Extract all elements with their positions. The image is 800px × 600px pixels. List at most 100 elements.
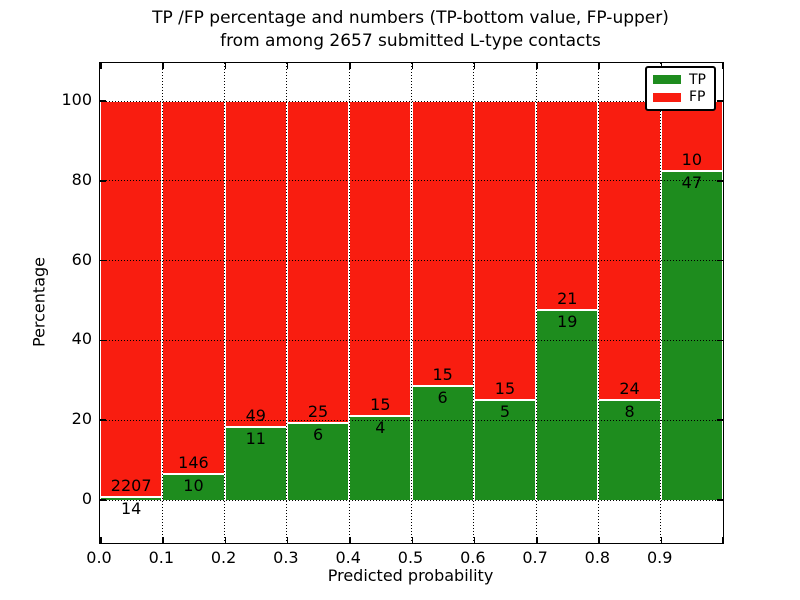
bar-tp-segment bbox=[473, 400, 537, 500]
x-tick-mark bbox=[536, 63, 538, 69]
x-tick-mark bbox=[286, 537, 289, 543]
x-tick-label: 0.9 bbox=[646, 548, 673, 567]
x-tick-mark bbox=[286, 63, 289, 69]
x-gridline bbox=[535, 63, 537, 543]
y-tick-label: 100 bbox=[61, 90, 92, 109]
y-tick-mark bbox=[100, 100, 106, 102]
bar-tp-count-label: 14 bbox=[120, 499, 142, 519]
bar-tp-count-label: 5 bbox=[499, 402, 511, 422]
x-tick-label: 0.8 bbox=[584, 548, 611, 567]
tp-swatch bbox=[653, 75, 681, 85]
x-tick-mark bbox=[411, 63, 413, 69]
bar-fp-count-label: 10 bbox=[681, 149, 703, 169]
bar-fp-count-label: 15 bbox=[432, 365, 453, 384]
x-tick-mark bbox=[411, 537, 413, 543]
legend-item-label: TP bbox=[689, 71, 706, 88]
bar-tp-segment bbox=[162, 474, 225, 500]
chart-title: TP /FP percentage and numbers (TP-bottom… bbox=[0, 7, 800, 53]
bar-tp-count-label: 8 bbox=[624, 402, 635, 422]
legend: TP FP bbox=[645, 66, 716, 111]
y-tick-mark bbox=[717, 499, 723, 501]
x-gridline bbox=[411, 63, 412, 543]
y-gridline bbox=[100, 100, 723, 102]
y-tick-mark bbox=[100, 339, 106, 342]
bar-fp-segment bbox=[598, 101, 661, 401]
bar-tp-segment bbox=[536, 310, 599, 500]
x-tick-label: 0.1 bbox=[148, 548, 175, 567]
bar-tp-segment bbox=[598, 400, 661, 500]
y-tick-mark bbox=[717, 180, 723, 182]
bar-fp-count-label: 21 bbox=[557, 289, 578, 309]
y-gridline bbox=[100, 339, 723, 341]
bar-tp-count-label: 11 bbox=[245, 428, 266, 448]
x-tick-mark bbox=[598, 537, 600, 543]
bar-tp-count-label: 6 bbox=[437, 388, 448, 407]
plot-area: 2207 14 146 10 49 11 25 6 15 4 15 6 15 5 21 19 24 8 10 47 bbox=[99, 62, 724, 544]
bar-fp-segment bbox=[349, 101, 412, 416]
y-tick-mark bbox=[100, 419, 106, 421]
y-tick-mark bbox=[100, 499, 106, 501]
y-tick-label: 20 bbox=[71, 409, 92, 429]
x-gridline bbox=[348, 63, 350, 543]
bar-fp-count-label: 15 bbox=[494, 379, 516, 399]
bar-fp-segment bbox=[100, 101, 163, 498]
y-gridline bbox=[100, 499, 723, 501]
y-tick-label: 40 bbox=[71, 329, 92, 349]
chart-title-line1: TP /FP percentage and numbers (TP-bottom… bbox=[152, 8, 669, 28]
y-tick-label: 0 bbox=[81, 489, 92, 508]
x-tick-mark bbox=[473, 537, 476, 543]
bar-fp-segment bbox=[286, 101, 350, 423]
x-tick-label: 0.0 bbox=[86, 548, 112, 567]
x-gridline bbox=[286, 63, 288, 543]
x-tick-mark bbox=[224, 63, 227, 69]
bar-tp-count-label: 19 bbox=[557, 312, 578, 332]
bar-fp-segment bbox=[660, 101, 723, 171]
bar-fp-segment bbox=[224, 101, 287, 427]
x-tick-label: 0.4 bbox=[335, 548, 361, 567]
x-tick-label: 0.3 bbox=[273, 548, 299, 567]
bar-fp-count-label: 25 bbox=[307, 401, 329, 421]
y-gridline bbox=[100, 419, 723, 421]
bar-fp-segment bbox=[411, 101, 474, 386]
x-tick-mark bbox=[162, 63, 164, 69]
x-gridline bbox=[224, 63, 226, 543]
x-tick-mark bbox=[721, 537, 723, 543]
bar-fp-segment bbox=[536, 101, 599, 311]
y-tick-mark bbox=[100, 259, 106, 262]
x-tick-mark bbox=[721, 63, 723, 69]
bar-fp-count-label: 2207 bbox=[110, 476, 152, 496]
x-tick-label: 0.5 bbox=[397, 548, 424, 567]
x-tick-mark bbox=[100, 63, 102, 69]
x-tick-mark bbox=[349, 63, 351, 69]
x-axis-label: Predicted probability bbox=[327, 566, 494, 585]
x-tick-mark bbox=[473, 63, 476, 69]
y-tick-label: 60 bbox=[71, 249, 92, 269]
x-tick-label: 0.7 bbox=[522, 548, 548, 567]
x-tick-mark bbox=[598, 63, 600, 69]
bar-fp-segment bbox=[162, 101, 225, 475]
bar-fp-segment bbox=[473, 101, 537, 401]
x-gridline bbox=[473, 63, 475, 543]
legend-item-fp: FP bbox=[653, 89, 708, 105]
x-gridline bbox=[660, 63, 662, 543]
y-tick-mark bbox=[717, 259, 723, 262]
bar-fp-count-label: 15 bbox=[370, 395, 391, 414]
bar-tp-segment bbox=[660, 170, 723, 500]
y-gridline bbox=[100, 260, 723, 262]
bar-fp-count-label: 24 bbox=[619, 379, 640, 399]
y-tick-label: 80 bbox=[71, 169, 92, 189]
y-tick-mark bbox=[717, 419, 723, 421]
y-tick-mark bbox=[717, 339, 723, 342]
x-gridline bbox=[161, 63, 163, 543]
x-tick-mark bbox=[100, 537, 102, 543]
bar-tp-count-label: 47 bbox=[681, 172, 703, 192]
chart-title-line2: from among 2657 submitted L-type contact… bbox=[220, 31, 601, 51]
y-tick-mark bbox=[717, 100, 723, 102]
fp-swatch bbox=[653, 92, 681, 102]
bar-fp-count-label: 49 bbox=[245, 405, 266, 425]
bar-tp-segment bbox=[224, 426, 287, 500]
x-tick-mark bbox=[660, 537, 663, 543]
bar-tp-count-label: 6 bbox=[312, 424, 324, 444]
x-tick-label: 0.2 bbox=[210, 548, 237, 567]
